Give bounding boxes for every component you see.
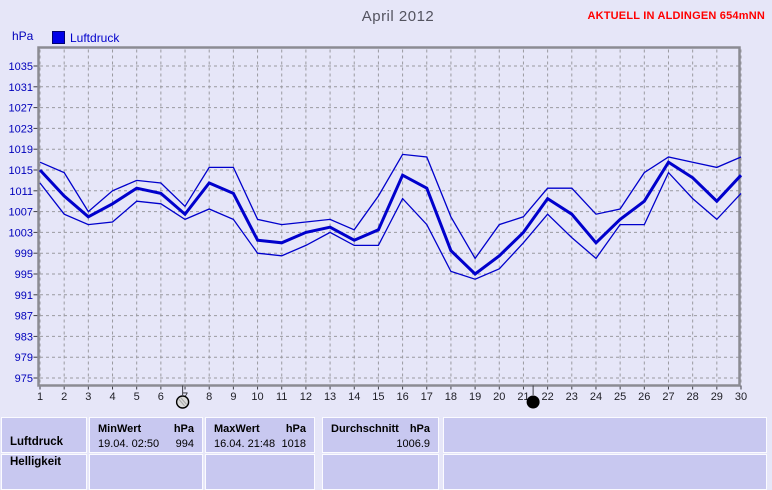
plot-frame: [37, 46, 741, 387]
svg-text:3: 3: [85, 391, 91, 403]
svg-text:979: 979: [15, 352, 33, 364]
full-moon-icon: [175, 385, 190, 409]
maxwert-value: 1018: [281, 437, 306, 450]
minwert-value: 994: [175, 437, 194, 450]
stats-cell-empty: [443, 454, 767, 490]
maxwert-header: MaxWert: [214, 422, 260, 435]
minwert-header: MinWert: [98, 422, 142, 435]
svg-text:20: 20: [493, 391, 505, 403]
stats-cell-durchschnitt: [322, 454, 439, 490]
chart-legend: Luftdruck: [52, 30, 120, 45]
legend-label: Luftdruck: [70, 30, 120, 45]
svg-text:1027: 1027: [9, 103, 33, 115]
svg-text:22: 22: [541, 391, 553, 403]
svg-text:10: 10: [251, 391, 263, 403]
svg-text:19: 19: [469, 391, 481, 403]
legend-color-swatch: [52, 31, 65, 44]
durchschnitt-header: Durchschnitt: [331, 422, 399, 435]
svg-text:23: 23: [566, 391, 578, 403]
stats-cell-empty: [443, 417, 767, 453]
stats-row-luftdruck: Luftdruck MinWert hPa 19.04. 02:50 994 M…: [0, 417, 772, 453]
maxwert-unit: hPa: [285, 422, 306, 435]
row-label: Luftdruck: [10, 436, 64, 448]
svg-text:15: 15: [372, 391, 384, 403]
svg-text:1023: 1023: [9, 123, 33, 135]
svg-text:8: 8: [206, 391, 212, 403]
stats-cell-maxwert: MaxWert hPa 16.04. 21:48 1018: [205, 417, 315, 453]
svg-text:991: 991: [15, 290, 33, 302]
station-banner: AKTUELL IN ALDINGEN 654mNN: [587, 10, 765, 22]
svg-text:25: 25: [614, 391, 626, 403]
svg-text:26: 26: [638, 391, 650, 403]
svg-text:30: 30: [735, 391, 747, 403]
svg-text:27: 27: [662, 391, 674, 403]
svg-text:18: 18: [445, 391, 457, 403]
minwert-datetime: 19.04. 02:50: [98, 437, 160, 450]
svg-text:16: 16: [396, 391, 408, 403]
series-daily_mean: [38, 160, 743, 276]
weather-station-screen: April 2012 AKTUELL IN ALDINGEN 654mNN hP…: [0, 8, 772, 490]
svg-text:975: 975: [15, 373, 33, 385]
svg-text:29: 29: [711, 391, 723, 403]
svg-text:1007: 1007: [9, 207, 33, 219]
svg-text:1035: 1035: [9, 61, 33, 73]
svg-text:4: 4: [109, 391, 115, 403]
svg-text:13: 13: [324, 391, 336, 403]
svg-text:983: 983: [15, 331, 33, 343]
series-daily_max: [39, 153, 742, 260]
series-daily_min: [39, 171, 742, 280]
svg-text:6: 6: [158, 391, 164, 403]
svg-text:1031: 1031: [9, 82, 33, 94]
svg-text:14: 14: [348, 391, 360, 403]
svg-text:2: 2: [61, 391, 67, 403]
svg-text:1011: 1011: [9, 186, 33, 198]
new-moon-icon: [526, 385, 540, 409]
svg-text:17: 17: [421, 391, 433, 403]
svg-text:9: 9: [230, 391, 236, 403]
y-grid-and-labels: 1035 1031 1027 1023 1019 1015 1011 1007 1003 999 9…: [9, 61, 739, 385]
x-grid-and-labels: 1234567891011121314151617181920212223242…: [37, 49, 747, 403]
stats-cell-minwert: [89, 454, 203, 490]
svg-text:999: 999: [15, 248, 33, 260]
page-title: April 2012: [361, 8, 435, 25]
stats-cell-maxwert: [205, 454, 315, 490]
svg-text:995: 995: [15, 269, 33, 281]
svg-text:1015: 1015: [9, 165, 33, 177]
svg-text:987: 987: [15, 311, 33, 323]
stats-cell-label: Luftdruck: [1, 417, 87, 453]
svg-text:1003: 1003: [9, 227, 33, 239]
maxwert-datetime: 16.04. 21:48: [214, 437, 276, 450]
svg-text:24: 24: [590, 391, 602, 403]
svg-text:11: 11: [276, 391, 287, 403]
svg-text:1019: 1019: [9, 144, 33, 156]
svg-text:21: 21: [517, 391, 529, 403]
svg-text:1: 1: [37, 391, 43, 403]
y-axis-unit-label: hPa: [12, 29, 34, 43]
stats-row-clipped: Helligkeit: [0, 454, 772, 490]
durchschnitt-unit: hPa: [409, 422, 430, 435]
stats-cell-minwert: MinWert hPa 19.04. 02:50 994: [89, 417, 203, 453]
stats-cell-label: Helligkeit: [1, 454, 87, 490]
svg-text:28: 28: [687, 391, 699, 403]
svg-text:5: 5: [134, 391, 140, 403]
pressure-chart-canvas: 1035103110271023101910151011100710039999…: [9, 46, 747, 409]
durchschnitt-value: 1006.9: [396, 437, 430, 450]
minwert-unit: hPa: [173, 422, 194, 435]
svg-text:12: 12: [300, 391, 312, 403]
stats-cell-durchschnitt: Durchschnitt hPa 1006.9: [322, 417, 439, 453]
